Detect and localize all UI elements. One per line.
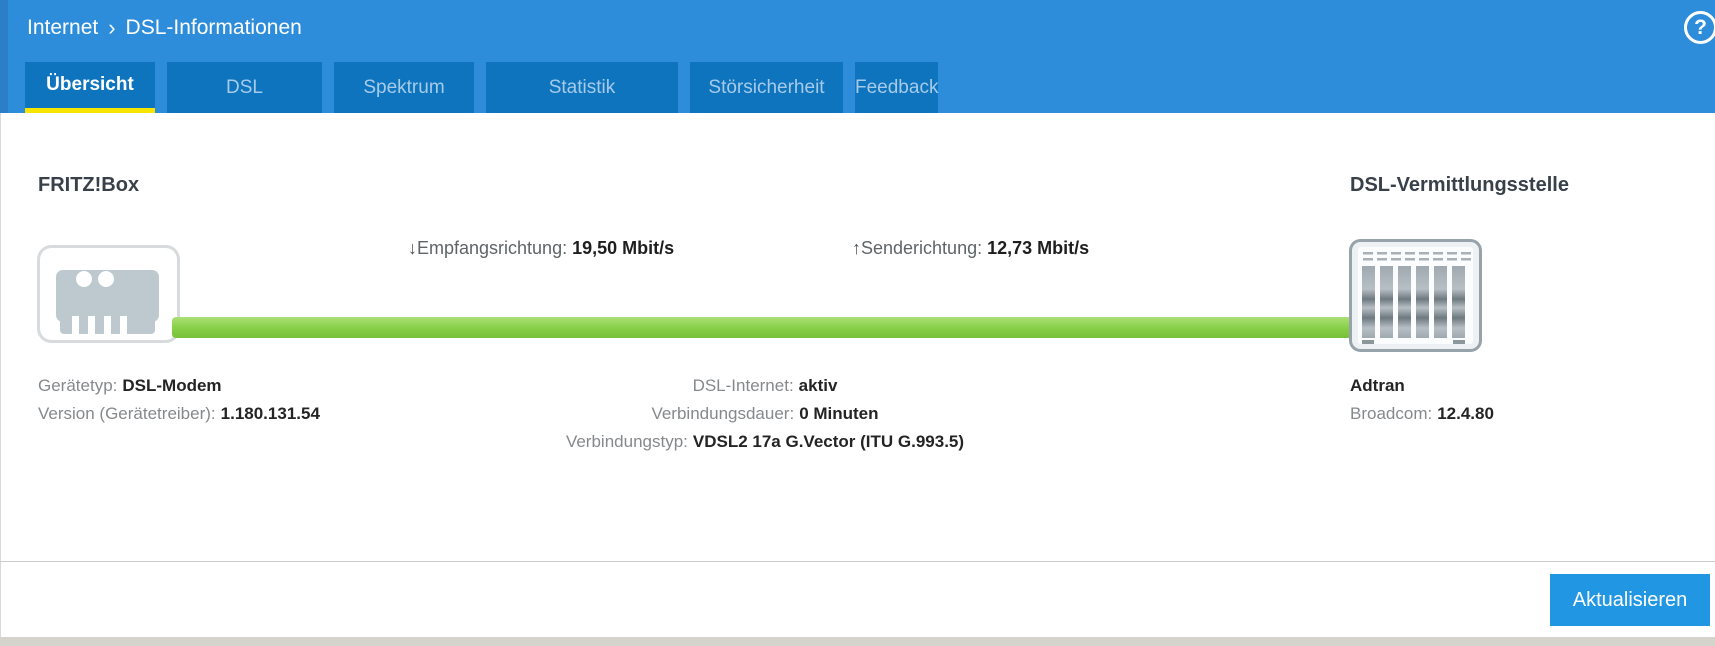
- breadcrumb-page-title: DSL-Informationen: [125, 16, 302, 39]
- detail-label: Verbindungstyp:: [565, 432, 688, 451]
- detail-label: Version (Gerätetreiber):: [38, 404, 216, 423]
- detail-value: DSL-Modem: [122, 376, 222, 395]
- detail-value: Adtran: [1350, 376, 1405, 395]
- detail-row: Version (Gerätetreiber): 1.180.131.54: [38, 400, 320, 428]
- detail-row: Gerätetyp: DSL-Modem: [38, 372, 320, 400]
- detail-row: Verbindungsdauer: 0 Minuten: [465, 400, 1065, 428]
- detail-value: aktiv: [798, 376, 838, 395]
- tab-label: Übersicht: [46, 74, 134, 95]
- dsl-vermittlungsstelle-title: DSL-Vermittlungsstelle: [1350, 174, 1569, 196]
- connection-details: DSL-Internet: aktiv Verbindungsdauer: 0 Mi…: [465, 372, 1065, 456]
- dsl-modem-icon: [36, 244, 181, 349]
- downstream-value: 19,50 Mbit/s: [572, 238, 675, 258]
- tab-feedback[interactable]: Feedback: [855, 62, 939, 113]
- tab-spektrum[interactable]: Spektrum: [334, 62, 474, 113]
- detail-value: 0 Minuten: [799, 404, 879, 423]
- help-icon[interactable]: ?: [1684, 11, 1715, 44]
- downstream-rate: ↓Empfangsrichtung: 19,50 Mbit/s: [408, 238, 674, 259]
- tab-label: DSL: [226, 76, 263, 98]
- refresh-button[interactable]: Aktualisieren: [1550, 574, 1710, 626]
- breadcrumb-separator-icon: ›: [108, 15, 116, 40]
- dsl-cable: [172, 317, 1352, 338]
- footer-divider: [0, 561, 1715, 562]
- detail-label: Gerätetyp:: [38, 376, 118, 395]
- page-bottom-edge: [0, 637, 1715, 646]
- modem-details: Gerätetyp: DSL-Modem Version (Gerätetreib…: [38, 372, 320, 428]
- tab-bar: Übersicht DSL Spektrum Statistik Störsic…: [25, 62, 939, 113]
- detail-label: DSL-Internet:: [692, 376, 794, 395]
- detail-row: DSL-Internet: aktiv: [465, 372, 1065, 400]
- content-left-border: [0, 113, 1, 637]
- breadcrumb-section[interactable]: Internet: [27, 16, 99, 39]
- tab-uebersicht[interactable]: Übersicht: [25, 62, 155, 113]
- tab-label: Störsicherheit: [708, 76, 825, 98]
- detail-value: 1.180.131.54: [220, 404, 320, 423]
- tab-stoersicherheit[interactable]: Störsicherheit: [690, 62, 843, 113]
- detail-label: Broadcom:: [1350, 404, 1433, 423]
- detail-row: Adtran: [1350, 372, 1494, 400]
- upstream-label: Senderichtung:: [861, 238, 983, 258]
- up-arrow-icon: ↑: [852, 238, 861, 258]
- dslam-details: Adtran Broadcom: 12.4.80: [1350, 372, 1494, 428]
- detail-value: 12.4.80: [1437, 404, 1494, 423]
- down-arrow-icon: ↓: [408, 238, 417, 258]
- tab-statistik[interactable]: Statistik: [486, 62, 678, 113]
- downstream-label: Empfangsrichtung:: [417, 238, 568, 258]
- dslam-icon: [1348, 238, 1483, 358]
- breadcrumb: Internet › DSL-Informationen: [27, 15, 302, 41]
- page-header: Internet › DSL-Informationen ? Übersicht…: [0, 0, 1715, 113]
- tab-label: Spektrum: [363, 76, 445, 98]
- detail-label: Verbindungsdauer:: [651, 404, 795, 423]
- detail-row: Verbindungstyp: VDSL2 17a G.Vector (ITU G…: [465, 428, 1065, 456]
- left-edge-strip: [0, 0, 8, 113]
- upstream-rate: ↑Senderichtung: 12,73 Mbit/s: [852, 238, 1089, 259]
- detail-row: Broadcom: 12.4.80: [1350, 400, 1494, 428]
- tab-label: Feedback: [855, 76, 939, 98]
- detail-value: VDSL2 17a G.Vector (ITU G.993.5): [692, 432, 965, 451]
- upstream-value: 12,73 Mbit/s: [987, 238, 1090, 258]
- fritzbox-title: FRITZ!Box: [38, 174, 140, 196]
- tab-dsl[interactable]: DSL: [167, 62, 322, 113]
- tab-label: Statistik: [548, 76, 616, 98]
